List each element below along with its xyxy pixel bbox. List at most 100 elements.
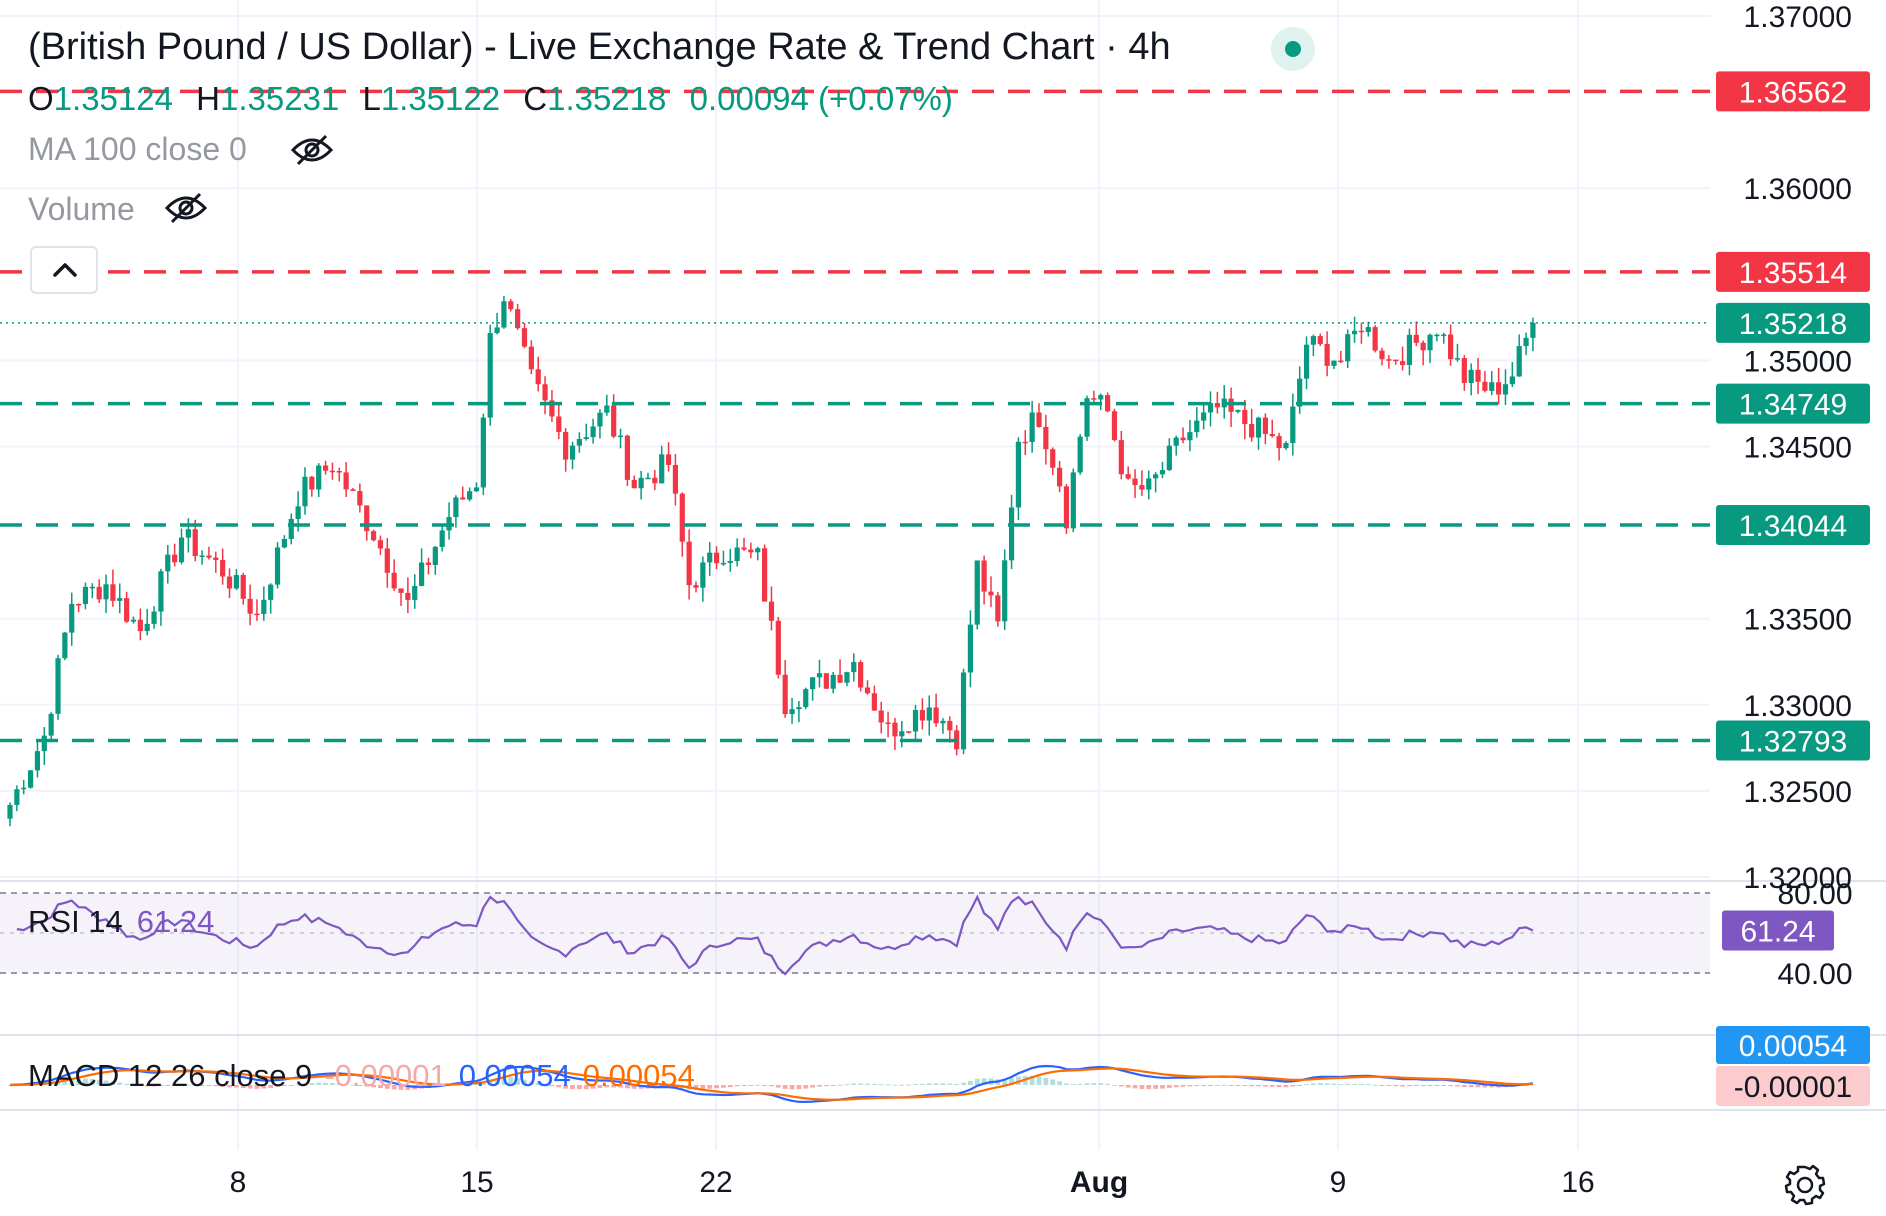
candle-body (816, 673, 823, 678)
macd-hist-bar (240, 1085, 246, 1089)
candle (652, 470, 658, 491)
candle (124, 591, 130, 623)
chart-title: (British Pound / US Dollar) - Live Excha… (28, 26, 1171, 68)
macd-hist-bar (858, 1083, 864, 1085)
candle-body (124, 598, 130, 622)
macd-hist-bar (1407, 1085, 1412, 1087)
candle-body (583, 437, 589, 439)
candle-body (233, 575, 239, 589)
ma-label: MA 100 close 0 (28, 131, 247, 167)
level-label: 1.34044 (1739, 510, 1847, 543)
candle (288, 513, 294, 545)
candle-body (967, 624, 973, 673)
volume-legend[interactable]: Volume (28, 191, 208, 228)
candle (707, 541, 713, 576)
macd-hist-bar (309, 1083, 315, 1085)
candle-body (844, 672, 850, 683)
level-label-bg (1716, 251, 1870, 292)
gear-icon[interactable] (1783, 1163, 1827, 1207)
macd-hist-bar (1050, 1079, 1056, 1085)
candle (1489, 370, 1495, 396)
macd-hist-bar (275, 1085, 280, 1087)
eye-crossed-icon[interactable] (290, 133, 334, 167)
macd-hist-bar (1379, 1085, 1385, 1086)
candle (823, 673, 829, 690)
macd-hist-bar (981, 1078, 987, 1085)
candle (1029, 400, 1035, 453)
candle-body (14, 789, 20, 805)
candle-body (1468, 369, 1474, 383)
candle (281, 535, 287, 549)
candle (1201, 402, 1207, 430)
macd-hist-bar (124, 1083, 130, 1085)
macd-hist-bar (1386, 1085, 1392, 1086)
macd-hist-bar (323, 1082, 328, 1085)
candle (1262, 413, 1268, 445)
macd-hist-bar (961, 1082, 966, 1085)
macd-hist-bar (1173, 1085, 1179, 1088)
collapse-legend-button[interactable] (30, 246, 98, 294)
macd-hist-bar (62, 1079, 68, 1085)
candle-body (419, 562, 425, 586)
macd-hist-bar (576, 1085, 582, 1090)
candle-body (1379, 350, 1385, 360)
macd-line-value: 0.00054 (458, 1058, 571, 1093)
candle (1098, 393, 1104, 411)
macd-hist-bar (391, 1085, 397, 1090)
macd-hist-bar (707, 1085, 713, 1089)
candle (638, 470, 644, 500)
candle (151, 606, 157, 629)
candle (357, 483, 363, 513)
candle (494, 312, 500, 335)
rsi-value-tag: 61.24 (1740, 916, 1815, 949)
candle (899, 720, 905, 748)
macd-hist-bar (508, 1077, 514, 1085)
macd-hist-bar (1338, 1084, 1344, 1086)
low-label: L (362, 80, 381, 117)
candle (679, 492, 685, 557)
macd-hist-bar (302, 1083, 308, 1085)
level-label: 1.35514 (1739, 257, 1847, 290)
market-status-indicator[interactable] (1271, 27, 1315, 71)
candle-body (1050, 449, 1056, 468)
ma-legend[interactable]: MA 100 close 0 (28, 131, 334, 168)
candle-body (590, 426, 596, 438)
candle (1139, 470, 1145, 496)
candle (254, 599, 260, 621)
candle-body (1509, 376, 1515, 385)
candle-body (617, 435, 624, 438)
macd-hist-bar (261, 1085, 267, 1089)
candle-body (343, 472, 349, 490)
macd-hist-bar (1166, 1085, 1172, 1088)
macd-hist-bar (487, 1079, 493, 1085)
candle (844, 671, 850, 687)
candle (1516, 334, 1522, 377)
candle (1214, 391, 1220, 414)
level-label: 1.34749 (1739, 389, 1847, 422)
candle (521, 323, 528, 349)
candle-body (213, 557, 219, 561)
macd-hist-bar (144, 1085, 150, 1087)
macd-hist-bar (803, 1085, 809, 1089)
macd-hist-bar (700, 1085, 706, 1090)
macd-hist-bar (1489, 1085, 1495, 1088)
candle-body (1297, 378, 1303, 407)
candle-body (1276, 436, 1282, 449)
candle (1393, 359, 1399, 365)
candle-body (1283, 443, 1289, 449)
candle (1475, 357, 1481, 395)
candle-body (130, 619, 137, 622)
high-label: H (196, 80, 220, 117)
time-tick-label: 9 (1330, 1166, 1347, 1199)
macd-hist-bar (789, 1085, 795, 1090)
candle (1146, 470, 1152, 500)
candle (590, 418, 596, 444)
candle-body (453, 497, 459, 518)
eye-crossed-icon[interactable] (164, 191, 208, 225)
candle-body (611, 405, 617, 437)
macd-hist-bar (1311, 1083, 1316, 1085)
macd-hist-bar (769, 1085, 774, 1087)
macd-hist-bar (570, 1085, 575, 1090)
candle-body (1022, 441, 1028, 444)
